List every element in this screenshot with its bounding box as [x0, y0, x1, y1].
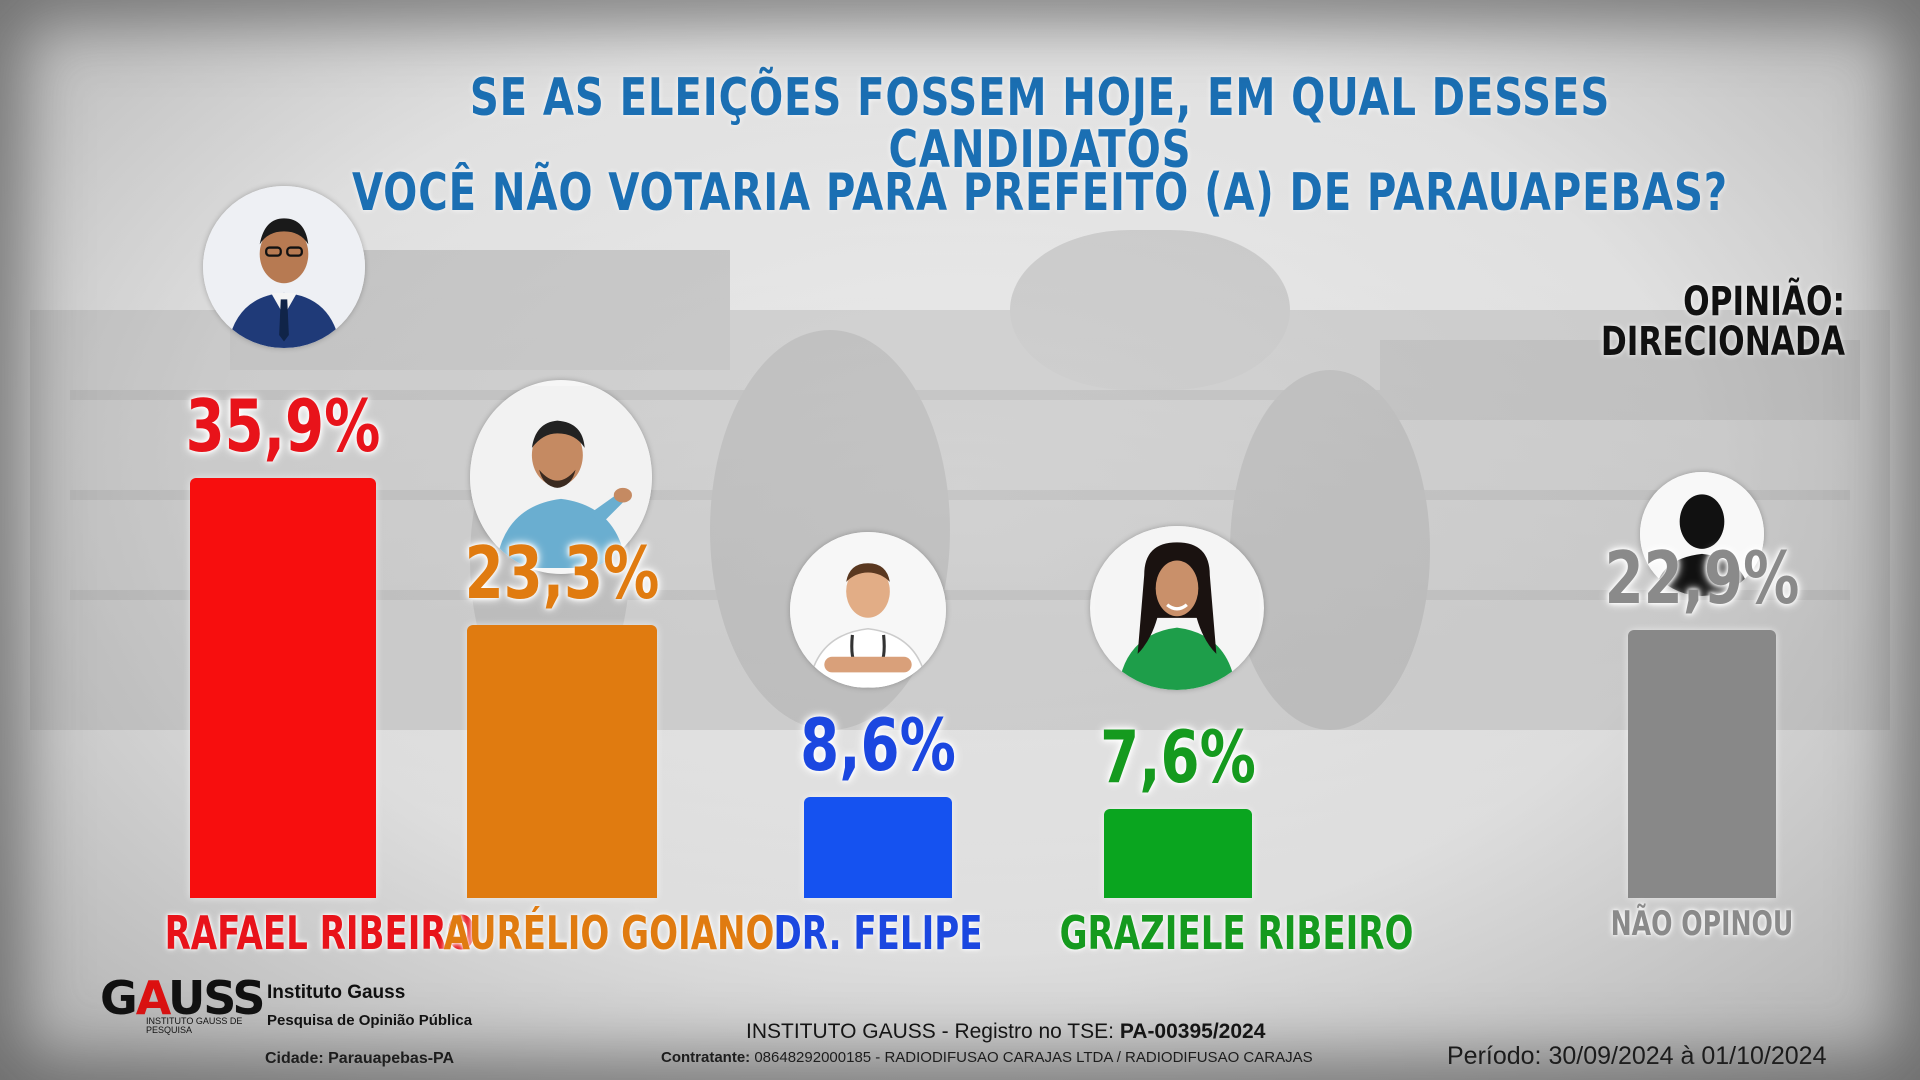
- candidate-photo-dr-felipe: [790, 532, 946, 688]
- survey-city: Cidade: Parauapebas-PA: [265, 1050, 455, 1067]
- survey-period: Período: 30/09/2024 à 01/10/2024: [1447, 1042, 1827, 1070]
- institute-name: Instituto Gauss: [267, 982, 406, 1003]
- category-label-dr-felipe: DR. FELIPE: [773, 906, 983, 960]
- value-label-nao-opinou: 22,9%: [1604, 536, 1800, 621]
- bar-dr-felipe: [804, 797, 952, 898]
- candidate-photo-rafael-ribeiro: [203, 186, 365, 348]
- background-building-image: [30, 230, 1890, 730]
- candidate-photo-graziele-ribeiro: [1090, 526, 1264, 690]
- contractor-value: 08648292000185 - RADIODIFUSAO CARAJAS LT…: [750, 1049, 1313, 1066]
- tse-registration-code: PA-00395/2024: [1119, 1020, 1266, 1043]
- category-label-aurelio-goiano: AURÉLIO GOIANO: [443, 906, 775, 960]
- bar-aurelio-goiano: [467, 625, 657, 898]
- bar-graziele-ribeiro: [1104, 809, 1252, 898]
- chart-title-line-1: SE AS ELEIÇÕES FOSSEM HOJE, EM QUAL DESS…: [469, 68, 1611, 180]
- gauss-logo: GAUSS INSTITUTO GAUSS DE PESQUISA: [100, 975, 270, 1035]
- gauss-logo-text: GAUSS: [100, 971, 265, 1025]
- value-label-dr-felipe: 8,6%: [800, 703, 956, 788]
- institute-description: Pesquisa de Opinião Pública: [267, 1012, 473, 1029]
- contractor-label: Contratante:: [661, 1049, 751, 1066]
- category-label-rafael-ribeiro: RAFAEL RIBEIRO: [164, 906, 476, 960]
- tse-registration-prefix: INSTITUTO GAUSS - Registro no TSE:: [746, 1020, 1120, 1043]
- category-label-graziele-ribeiro: GRAZIELE RIBEIRO: [1059, 906, 1414, 960]
- chart-subtitle: OPINIÃO: DIRECIONADA: [1600, 279, 1845, 365]
- contractor-info: Contratante: 08648292000185 - RADIODIFUS…: [661, 1049, 1313, 1066]
- candidate-photo-aurelio-goiano: [470, 380, 652, 574]
- placeholder-person-icon: [1640, 472, 1764, 596]
- value-label-aurelio-goiano: 23,3%: [464, 531, 660, 616]
- tse-registration: INSTITUTO GAUSS - Registro no TSE: PA-00…: [746, 1020, 1265, 1044]
- bar-nao-opinou: [1628, 630, 1776, 898]
- value-label-graziele-ribeiro: 7,6%: [1100, 715, 1256, 800]
- bar-rafael-ribeiro: [190, 478, 376, 898]
- value-label-rafael-ribeiro: 35,9%: [185, 384, 381, 468]
- chart-title-line-2: VOCÊ NÃO VOTARIA PARA PREFEITO (A) DE PA…: [351, 163, 1729, 223]
- gauss-logo-subtext: INSTITUTO GAUSS DE PESQUISA: [146, 1016, 243, 1035]
- category-label-nao-opinou: NÃO OPINOU: [1610, 904, 1794, 944]
